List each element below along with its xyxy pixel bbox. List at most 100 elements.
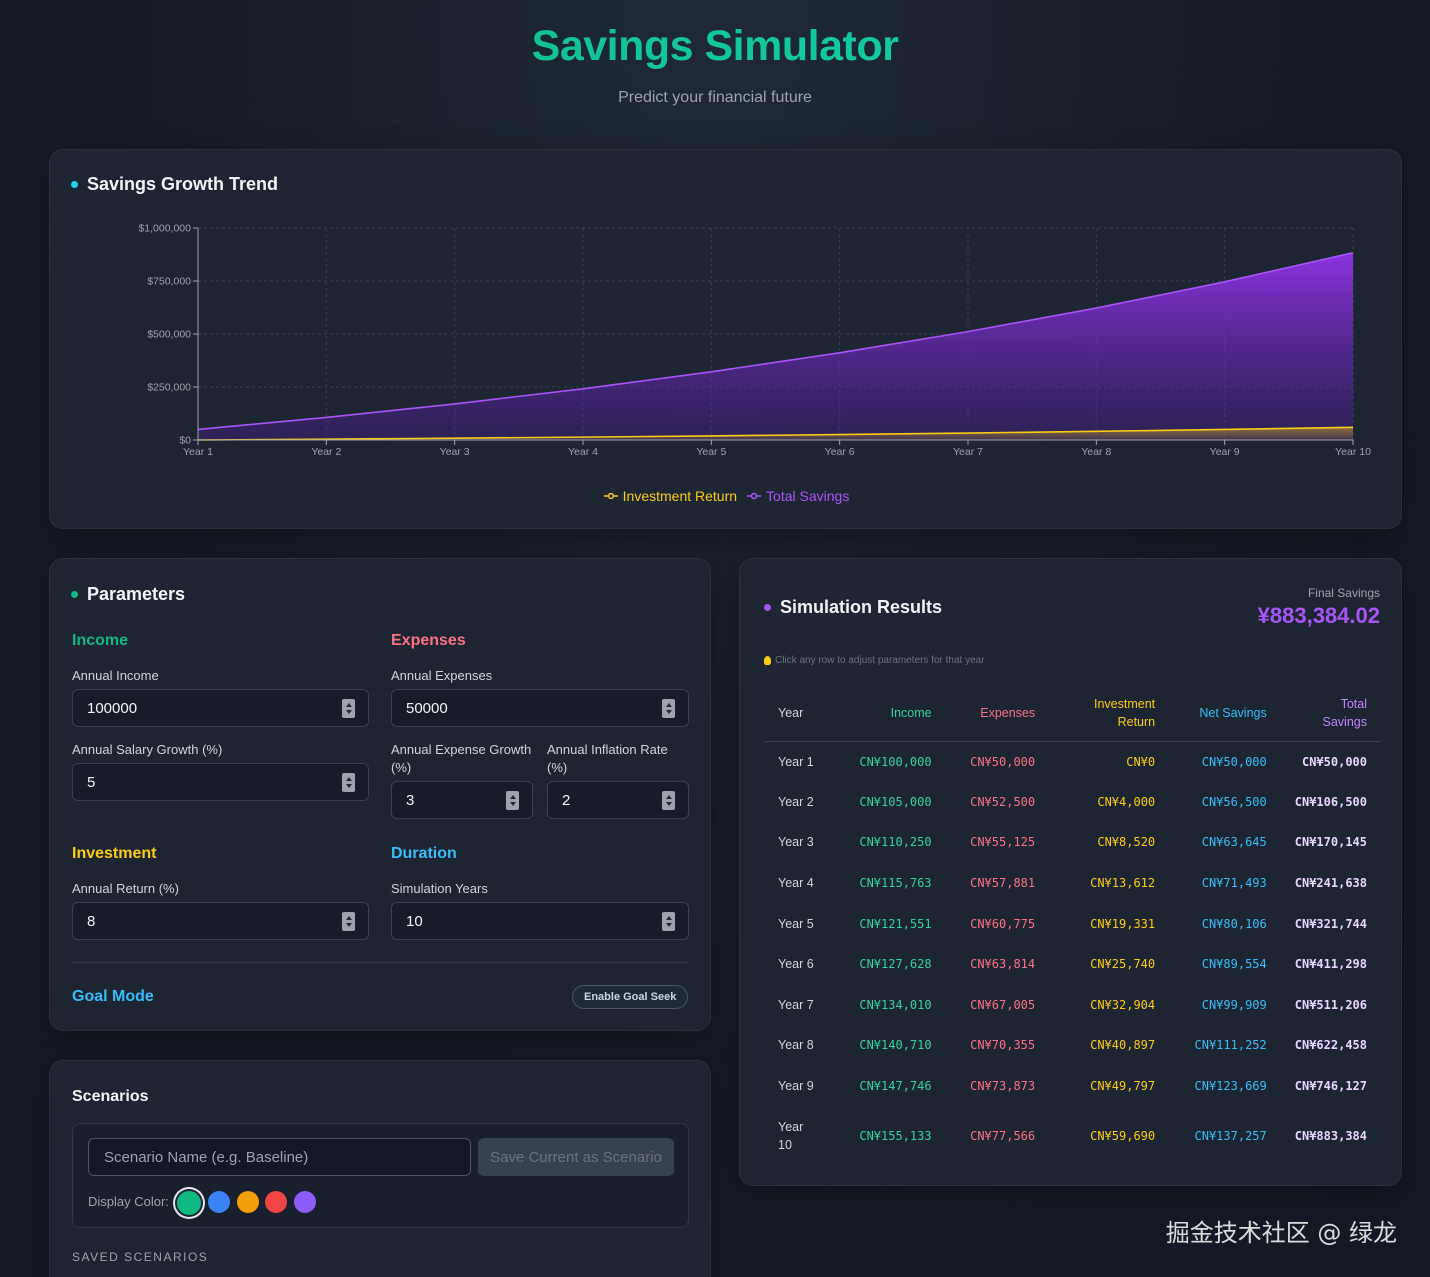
y-tick-label: $750,000 <box>147 276 191 288</box>
salary-growth-value: 5 <box>87 773 96 791</box>
total-savings-point <box>1094 306 1098 310</box>
x-tick-label: Year 4 <box>568 446 598 458</box>
value-cell: CN¥123,669 <box>1194 1079 1267 1094</box>
expenses-heading: Expenses <box>391 632 466 649</box>
value-cell: CN¥19,331 <box>1090 916 1156 931</box>
investment-return-area <box>198 427 1353 440</box>
parameters-title-text: Parameters <box>87 584 186 604</box>
color-swatch-red[interactable] <box>265 1191 287 1213</box>
value-cell: CN¥77,566 <box>970 1129 1036 1144</box>
results-hint: Click any row to adjust parameters for t… <box>764 655 985 666</box>
table-row[interactable]: Year 9 CN¥147,746 CN¥73,873 CN¥49,797 CN¥123… <box>764 1066 1381 1107</box>
salary-growth-input[interactable]: 5 <box>72 763 369 801</box>
legend-investment[interactable]: Investment Return <box>603 488 737 504</box>
value-cell: CN¥140,710 <box>859 1038 932 1053</box>
annual-expenses-label: Annual Expenses <box>391 668 493 683</box>
table-row[interactable]: Year 1 CN¥100,000 CN¥50,000 CN¥0 CN¥50,000 CN… <box>764 741 1381 782</box>
investment-return-point <box>709 434 713 438</box>
legend-total-label: Total Savings <box>766 488 850 504</box>
value-cell: CN¥50,000 <box>970 754 1036 769</box>
color-swatch-blue[interactable] <box>208 1191 230 1213</box>
stepper-icon[interactable] <box>662 791 675 810</box>
table-row[interactable]: Year 8 CN¥140,710 CN¥70,355 CN¥40,897 CN¥111… <box>764 1025 1381 1066</box>
value-cell: CN¥13,612 <box>1090 876 1156 891</box>
table-row[interactable]: Year 7 CN¥134,010 CN¥67,005 CN¥32,904 CN¥99,… <box>764 985 1381 1026</box>
final-savings-label: Final Savings <box>1307 586 1380 600</box>
value-cell: CN¥622,458 <box>1294 1038 1367 1053</box>
table-row[interactable]: Year 3 CN¥110,250 CN¥55,125 CN¥8,520 CN¥63,6… <box>764 822 1381 863</box>
annual-income-label: Annual Income <box>72 668 159 683</box>
color-swatch-orange[interactable] <box>237 1191 259 1213</box>
parameters-title: Parameters <box>71 584 185 605</box>
scenarios-title: Scenarios <box>72 1088 148 1106</box>
title-dot-icon <box>764 604 771 611</box>
investment-return-point <box>966 431 970 435</box>
page-header: Savings Simulator Predict your financial… <box>0 22 1430 107</box>
inflation-value: 2 <box>562 791 571 809</box>
total-savings-point <box>966 330 970 334</box>
value-cell: CN¥67,005 <box>970 997 1036 1012</box>
table-row[interactable]: Year 5 CN¥121,551 CN¥60,775 CN¥19,331 CN¥80,… <box>764 903 1381 944</box>
value-cell: CN¥56,500 <box>1201 794 1267 809</box>
parameters-card: Parameters Income Annual Income 100000 A… <box>49 558 711 1031</box>
table-row[interactable]: Year 6 CN¥127,628 CN¥63,814 CN¥25,740 CN¥89,… <box>764 944 1381 985</box>
simulation-years-input[interactable]: 10 <box>391 902 689 940</box>
y-tick-label: $250,000 <box>147 382 191 394</box>
simulation-years-value: 10 <box>406 912 423 930</box>
enable-goal-seek-button[interactable]: Enable Goal Seek <box>572 985 689 1009</box>
total-savings-area <box>198 252 1353 440</box>
simulation-years-label: Simulation Years <box>391 881 488 896</box>
expense-growth-input[interactable]: 3 <box>391 781 533 819</box>
value-cell: CN¥57,881 <box>970 876 1036 891</box>
investment-return-point <box>1351 425 1355 429</box>
legend-total[interactable]: Total Savings <box>747 488 849 504</box>
final-savings-value: ¥883,384.02 <box>1257 603 1380 628</box>
value-cell: CN¥50,000 <box>1201 754 1267 769</box>
stepper-icon[interactable] <box>662 699 675 718</box>
value-cell: CN¥59,690 <box>1090 1129 1156 1144</box>
stepper-icon[interactable] <box>342 912 355 931</box>
stepper-icon[interactable] <box>506 791 519 810</box>
value-cell: CN¥121,551 <box>859 916 932 931</box>
scenario-name-input[interactable]: Scenario Name (e.g. Baseline) <box>88 1138 471 1176</box>
table-header-row: Year Income Expenses Investment Return N… <box>764 685 1381 742</box>
annual-return-input[interactable]: 8 <box>72 902 369 940</box>
inflation-label: Annual Inflation Rate (%) <box>547 742 668 775</box>
color-swatch-green[interactable] <box>177 1191 201 1215</box>
value-cell: CN¥52,500 <box>970 794 1036 809</box>
chart-legend: Investment Return Total Savings <box>50 488 1403 504</box>
scenario-form: Scenario Name (e.g. Baseline) Save Curre… <box>72 1123 689 1228</box>
color-swatch-purple[interactable] <box>294 1191 316 1213</box>
table-row[interactable]: Year 10 CN¥155,133 CN¥77,566 CN¥59,690 CN¥13… <box>764 1106 1381 1166</box>
legend-total-icon <box>747 492 762 500</box>
value-cell: CN¥321,744 <box>1294 916 1367 931</box>
inflation-input[interactable]: 2 <box>547 781 689 819</box>
stepper-icon[interactable] <box>662 912 675 931</box>
table-row[interactable]: Year 2 CN¥105,000 CN¥52,500 CN¥4,000 CN¥56,5… <box>764 782 1381 823</box>
savings-chart[interactable]: $0 $250,000 $500,000 $750,000 $1,000,000 Year… <box>50 150 1403 480</box>
display-color-label: Display Color: <box>88 1194 169 1209</box>
x-tick-label: Year 10 <box>1335 446 1371 458</box>
results-title: Simulation Results <box>764 597 942 618</box>
save-scenario-button[interactable]: Save Current as Scenario <box>478 1138 674 1176</box>
value-cell: CN¥883,384 <box>1294 1129 1367 1144</box>
value-cell: CN¥70,355 <box>970 1038 1036 1053</box>
value-cell: CN¥155,133 <box>859 1129 932 1144</box>
value-cell: CN¥63,645 <box>1201 835 1267 850</box>
investment-return-line <box>197 426 1354 441</box>
annual-return-label: Annual Return (%) <box>72 881 179 896</box>
annual-expenses-input[interactable]: 50000 <box>391 689 689 727</box>
value-cell: CN¥111,252 <box>1194 1038 1267 1053</box>
stepper-icon[interactable] <box>342 773 355 792</box>
value-cell: CN¥115,763 <box>859 876 932 891</box>
expense-growth-value: 3 <box>406 791 415 809</box>
total-savings-point <box>324 415 328 419</box>
annual-income-input[interactable]: 100000 <box>72 689 369 727</box>
x-tick-label: Year 8 <box>1081 446 1111 458</box>
value-cell: CN¥241,638 <box>1294 876 1367 891</box>
value-cell: CN¥80,106 <box>1201 916 1267 931</box>
value-cell: CN¥746,127 <box>1294 1079 1367 1094</box>
stepper-icon[interactable] <box>342 699 355 718</box>
table-row[interactable]: Year 4 CN¥115,763 CN¥57,881 CN¥13,612 CN¥71,… <box>764 863 1381 904</box>
results-title-text: Simulation Results <box>780 597 943 617</box>
